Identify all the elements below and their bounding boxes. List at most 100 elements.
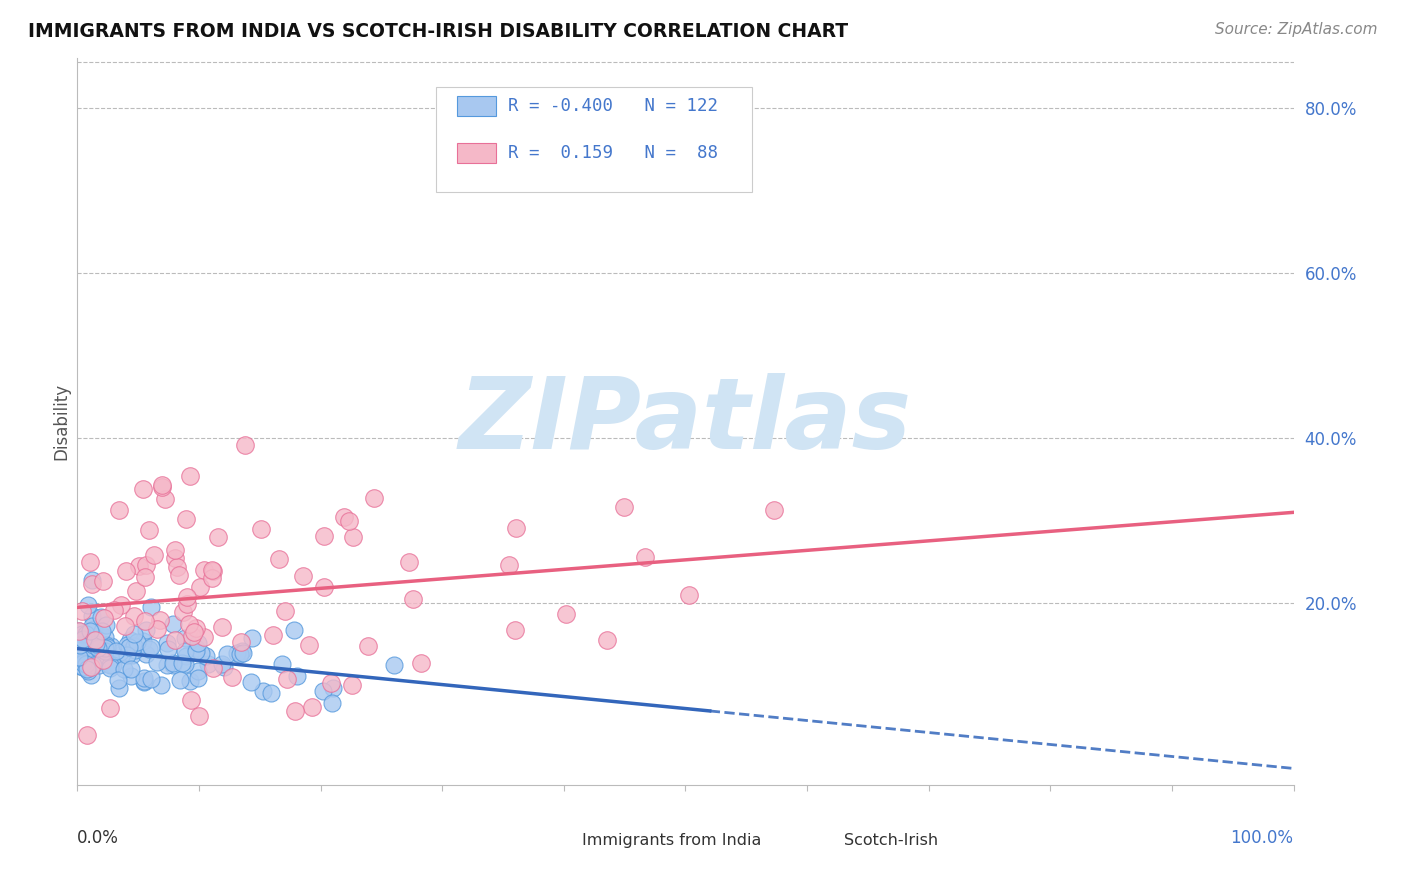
Point (174, 512, 197, 526)
Point (174, 648, 197, 663)
Point (187, 709, 209, 723)
Point (634, 550, 657, 565)
Point (93, 644, 115, 658)
Point (498, 558, 520, 572)
Point (69, 637, 91, 651)
FancyBboxPatch shape (789, 830, 835, 850)
Point (72, 656, 94, 670)
Point (77, 598, 100, 612)
Point (157, 641, 180, 656)
Point (195, 648, 218, 663)
Point (169, 673, 191, 687)
Point (231, 634, 253, 648)
Point (233, 438, 256, 452)
Point (150, 480, 173, 494)
Point (118, 640, 141, 654)
Point (132, 674, 155, 689)
Point (162, 616, 184, 631)
Point (201, 661, 224, 675)
Point (110, 598, 132, 612)
Point (83, 636, 105, 650)
FancyBboxPatch shape (457, 143, 496, 163)
Point (181, 629, 204, 643)
Point (139, 640, 162, 654)
Point (242, 631, 264, 645)
FancyBboxPatch shape (527, 830, 574, 850)
Point (250, 522, 273, 536)
Point (232, 646, 254, 660)
Point (115, 638, 138, 652)
Point (83, 623, 105, 637)
Point (124, 643, 146, 657)
Point (108, 644, 131, 658)
Point (211, 657, 233, 672)
Point (554, 607, 576, 621)
Point (312, 684, 335, 698)
Point (84, 633, 107, 648)
Point (98, 700, 121, 714)
Point (134, 614, 156, 628)
Point (89, 658, 111, 673)
Point (79, 555, 101, 569)
Point (76, 662, 98, 676)
Point (80, 577, 103, 591)
Point (149, 613, 172, 627)
Point (180, 693, 202, 707)
Point (94, 618, 117, 632)
Point (115, 648, 138, 662)
Point (69, 658, 91, 673)
Point (124, 608, 146, 623)
Point (398, 555, 420, 569)
Point (77, 665, 100, 679)
Point (93, 642, 115, 657)
Point (274, 604, 297, 618)
Point (314, 580, 336, 594)
Text: R =  0.159   N =  88: R = 0.159 N = 88 (508, 145, 718, 162)
Point (100, 657, 122, 672)
Point (173, 643, 195, 657)
Point (70, 632, 93, 646)
Point (93, 630, 115, 644)
Point (174, 657, 197, 671)
Point (103, 602, 125, 616)
Point (76, 728, 98, 742)
Point (134, 673, 156, 688)
Point (184, 644, 207, 658)
Point (262, 628, 284, 642)
Point (252, 684, 274, 698)
Point (80, 660, 103, 674)
Point (93, 640, 115, 654)
Point (112, 662, 135, 676)
Point (166, 560, 188, 574)
Point (134, 570, 156, 584)
Point (402, 592, 425, 607)
Point (240, 674, 263, 689)
Point (285, 669, 308, 683)
Point (193, 563, 215, 577)
Point (201, 564, 224, 578)
Point (82, 638, 104, 652)
Point (225, 646, 247, 660)
Point (70, 642, 93, 657)
Point (103, 657, 125, 672)
Point (337, 514, 360, 528)
Text: 100.0%: 100.0% (1230, 829, 1294, 847)
Point (107, 681, 129, 695)
Point (165, 633, 187, 648)
Point (503, 624, 526, 638)
Point (91, 624, 114, 639)
Point (165, 542, 187, 557)
Point (505, 521, 527, 535)
FancyBboxPatch shape (457, 95, 496, 116)
Point (124, 639, 146, 653)
Point (120, 662, 142, 676)
Point (94, 641, 117, 656)
Point (184, 621, 207, 635)
Point (135, 623, 157, 637)
Point (179, 468, 201, 483)
Point (150, 678, 173, 692)
Point (91, 648, 114, 662)
Point (197, 657, 219, 672)
Point (107, 673, 129, 688)
Point (201, 563, 224, 577)
